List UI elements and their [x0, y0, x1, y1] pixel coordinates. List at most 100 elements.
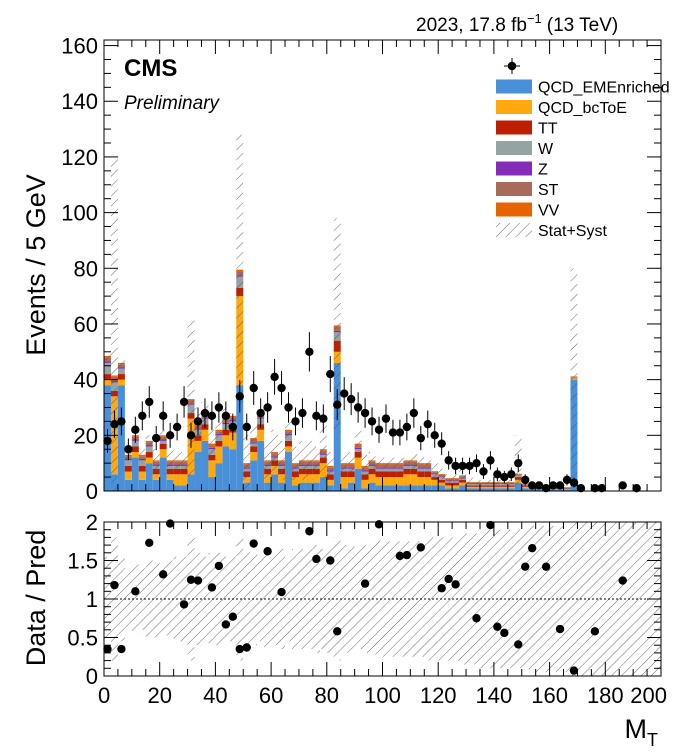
main-ytick-label-2: 40 — [74, 368, 98, 393]
legend-swatch-hatch — [496, 223, 532, 237]
data-point-6 — [145, 386, 153, 417]
bar-QCD_bcToE-45 — [417, 477, 424, 485]
bar-W-46 — [424, 469, 431, 472]
bar-QCD_bcToE-2 — [118, 380, 125, 386]
bar-TT-5 — [139, 466, 146, 472]
bar-W-6 — [146, 446, 153, 452]
bar-QCD_bcToE-42 — [396, 477, 403, 485]
status-label: Preliminary — [124, 93, 221, 114]
legend-entry-QCD_EMEnriched: QCD_EMEnriched — [496, 80, 670, 97]
ratio-point-4 — [145, 539, 153, 547]
hatch-bin-28 — [299, 441, 306, 480]
bar-QCD_EMEnriched-9 — [167, 480, 174, 491]
bar-TT-43 — [403, 469, 410, 475]
ratio-point-1 — [110, 581, 118, 589]
bar-QCD_bcToE-41 — [389, 477, 396, 485]
hatch-bin-35 — [348, 452, 355, 474]
ratio-point-15 — [243, 643, 251, 651]
bar-QCD_bcToE-34 — [341, 477, 348, 488]
bar-W-3 — [125, 460, 132, 466]
bar-QCD_bcToE-56 — [494, 487, 501, 488]
bar-QCD_bcToE-26 — [285, 446, 292, 452]
bar-QCD_EMEnriched-21 — [250, 460, 257, 491]
bar-TT-26 — [285, 441, 292, 447]
data-point-29 — [305, 332, 313, 371]
hatch-bin-7 — [153, 449, 160, 471]
data-point-55 — [486, 451, 494, 469]
hatch-bin-21 — [250, 424, 257, 452]
bar-QCD_bcToE-22 — [257, 430, 264, 441]
data-point-45 — [417, 426, 425, 450]
ratio-point-19 — [305, 527, 313, 535]
bar-QCD_bcToE-9 — [167, 474, 174, 480]
legend-label-stat_syst: Stat+Syst — [538, 223, 607, 240]
legend-entry-Z: Z — [496, 162, 548, 179]
bar-QCD_bcToE-6 — [146, 458, 153, 464]
bar-TT-45 — [417, 472, 424, 478]
data-point-38 — [368, 407, 376, 435]
hatch-bin-67 — [570, 268, 577, 484]
bar-QCD_bcToE-32 — [327, 480, 334, 486]
bar-QCD_EMEnriched-32 — [327, 485, 334, 491]
legend-swatch-TT — [496, 121, 532, 135]
experiment-label: CMS — [124, 55, 177, 82]
legend-swatch-ST — [496, 182, 532, 196]
data-point-42 — [396, 420, 404, 446]
bar-QCD_EMEnriched-39 — [376, 485, 383, 491]
hatch-bin-23 — [264, 441, 271, 480]
bar-QCD_EMEnriched-13 — [195, 452, 202, 491]
main-ytick-label-0: 0 — [86, 479, 98, 504]
main-ytick-label-5: 100 — [61, 201, 98, 226]
data-point-24 — [270, 359, 278, 395]
bar-TT-58 — [508, 485, 515, 486]
legend-label-W: W — [538, 141, 554, 158]
bar-TT-56 — [494, 485, 501, 486]
xtick-label-4: 80 — [315, 683, 339, 708]
legend-label-VV: VV — [538, 203, 560, 220]
data-point-56 — [493, 467, 501, 481]
data-point-21 — [249, 371, 257, 405]
bar-QCD_EMEnriched-46 — [424, 485, 431, 491]
hatch-bin-46 — [424, 458, 431, 469]
bar-TT-2 — [118, 374, 125, 380]
bar-TT-11 — [181, 469, 188, 475]
legend-swatch-VV — [496, 203, 532, 217]
ratio-point-0 — [103, 645, 111, 653]
data-point-15 — [208, 401, 216, 430]
bar-QCD_bcToE-36 — [355, 458, 362, 469]
bar-TT-42 — [396, 472, 403, 478]
main-ytick-label-7: 140 — [61, 89, 98, 114]
ratio-point-24 — [375, 520, 383, 528]
bar-QCD_bcToE-10 — [174, 474, 181, 485]
ratio-point-16 — [249, 539, 257, 547]
hatch-bin-27 — [292, 446, 299, 479]
hatch-bin-20 — [243, 435, 250, 491]
hatch-bin-15 — [208, 430, 215, 458]
legend-entry-TT: TT — [496, 121, 558, 138]
legend-label-TT: TT — [538, 121, 558, 138]
ratio-point-31 — [472, 614, 480, 622]
bar-QCD_EMEnriched-15 — [208, 477, 215, 491]
hatch-bin-34 — [341, 452, 348, 474]
bar-QCD_bcToE-8 — [160, 449, 167, 457]
bar-QCD_EMEnriched-38 — [369, 483, 376, 491]
ratio-point-38 — [542, 562, 550, 570]
bar-QCD_bcToE-15 — [208, 460, 215, 477]
legend-swatch-Z — [496, 162, 532, 176]
hatch-bin-5 — [139, 449, 146, 460]
bar-TT-6 — [146, 452, 153, 458]
bar-QCD_bcToE-54 — [480, 487, 487, 488]
bar-TT-60 — [522, 485, 529, 486]
data-point-5 — [138, 401, 146, 430]
bar-TT-39 — [376, 472, 383, 478]
bar-QCD_bcToE-60 — [522, 487, 529, 488]
ratio-point-37 — [528, 544, 536, 552]
bar-Z-0 — [104, 362, 111, 363]
main-ytick-label-6: 120 — [61, 145, 98, 170]
data-point-58 — [507, 467, 515, 481]
xtick-label-3: 60 — [259, 683, 283, 708]
bar-W-39 — [376, 469, 383, 472]
bar-QCD_EMEnriched-8 — [160, 458, 167, 491]
bar-QCD_bcToE-47 — [431, 480, 438, 486]
